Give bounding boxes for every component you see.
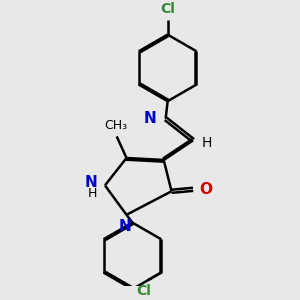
Text: H: H: [202, 136, 212, 150]
Text: N: N: [84, 175, 97, 190]
Text: O: O: [199, 182, 212, 197]
Text: H: H: [88, 187, 97, 200]
Text: N: N: [118, 219, 131, 234]
Text: CH₃: CH₃: [104, 118, 127, 131]
Text: N: N: [143, 111, 156, 126]
Text: Cl: Cl: [160, 2, 175, 16]
Text: Cl: Cl: [136, 284, 151, 298]
